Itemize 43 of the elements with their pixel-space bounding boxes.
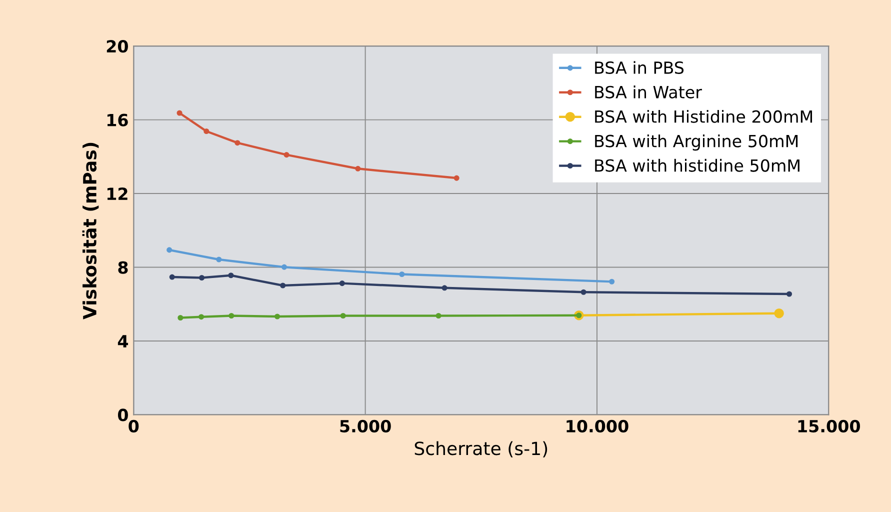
point [166,247,172,253]
point [454,175,460,181]
legend-label: BSA with Arginine 50mM [595,134,798,151]
legend-label: BSA in Water [595,86,702,98]
point [234,140,240,146]
point [280,282,286,288]
point [274,314,280,320]
y-tick-label: 8 [118,261,128,274]
x-tick-label: 0 [128,420,139,432]
point [204,128,210,134]
point [340,312,346,319]
point [786,291,792,297]
point [281,264,288,270]
point [442,285,448,291]
y-tick-label: 12 [107,188,128,200]
point [176,110,182,116]
x-tick-label: 10.000 [566,420,628,432]
point [228,272,234,278]
point [580,289,586,295]
point [169,274,175,280]
point [355,166,361,172]
y-axis-title: Viskosität (mPas) [82,142,99,320]
x-axis-title: Scherrate (s-1) [414,441,548,458]
y-tick-label: 20 [106,40,128,53]
point [216,256,222,262]
x-tick-label: 15.000 [798,420,860,432]
legend-label: BSA with histidine 50mM [595,158,800,172]
point [609,278,615,284]
point [399,271,405,278]
point [774,308,784,318]
point [284,152,290,158]
point [178,314,184,321]
point [436,312,442,319]
point [339,280,345,286]
y-tick-label: 0 [118,408,128,422]
x-tick-label: 5.000 [340,420,391,432]
legend-label: BSA with Histidine 200mM [595,110,812,123]
legend-label: BSA in PBS [595,61,684,74]
point [198,314,204,320]
point [198,274,205,281]
y-tick-label: 4 [118,335,128,348]
y-tick-label: 16 [107,114,128,126]
point [228,312,234,319]
